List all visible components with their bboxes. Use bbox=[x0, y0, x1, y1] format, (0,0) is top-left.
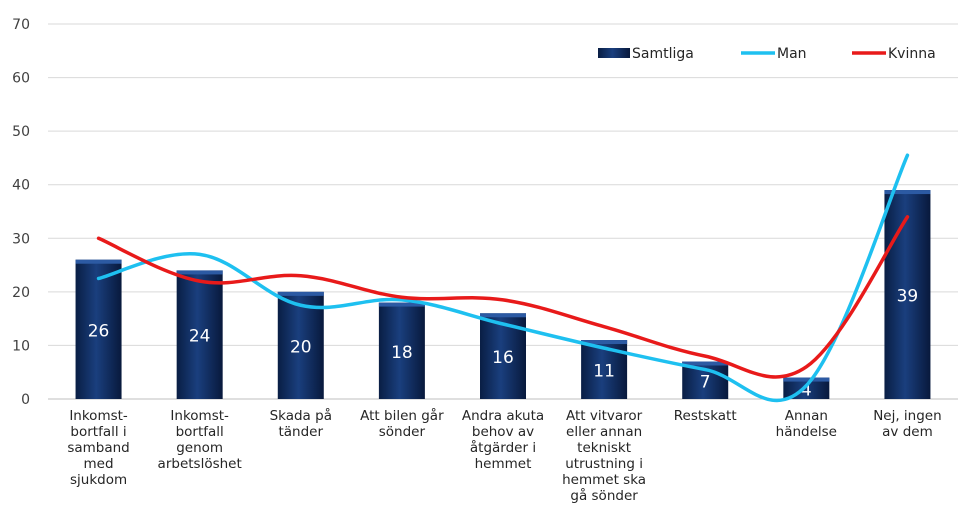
y-tick-label: 40 bbox=[12, 178, 30, 194]
y-tick-label: 10 bbox=[12, 338, 30, 354]
bar-data-label: 39 bbox=[897, 287, 919, 307]
y-tick-label: 70 bbox=[12, 17, 30, 33]
bar-series bbox=[75, 190, 931, 399]
x-category-label-line: sjukdom bbox=[70, 472, 127, 488]
bar-data-label: 26 bbox=[88, 321, 110, 341]
bar-top-highlight bbox=[176, 270, 223, 275]
x-category-label: Att vitvaror eller annan tekniskt utrustnin… bbox=[562, 408, 646, 504]
x-category-label-line: bortfall i bbox=[70, 424, 126, 440]
x-category-label-line: hemmet bbox=[475, 456, 532, 472]
bar-data-label: 18 bbox=[391, 343, 413, 363]
x-category-label-line: genom bbox=[176, 440, 223, 456]
y-tick-label: 0 bbox=[21, 392, 30, 408]
x-category-label-line: Att vitvaror bbox=[566, 408, 643, 424]
x-category-label: Inkomst-bortfall i samband med sjukdom bbox=[67, 408, 129, 488]
x-category-label-line: arbetslöshet bbox=[158, 456, 242, 472]
x-category-label: Nej, ingen av dem bbox=[873, 408, 941, 440]
bar bbox=[277, 291, 324, 399]
bar-top-highlight bbox=[378, 302, 425, 307]
y-tick-label: 30 bbox=[12, 231, 30, 247]
x-axis-category-labels: Inkomst-bortfall i samband med sjukdomInkom… bbox=[67, 407, 941, 504]
bar-data-label: 16 bbox=[492, 348, 514, 368]
y-tick-label: 50 bbox=[12, 124, 30, 140]
x-category-label-line: Restskatt bbox=[674, 408, 737, 424]
bar-top-highlight bbox=[480, 313, 526, 318]
bar-top-highlight bbox=[783, 377, 830, 382]
series-line-man bbox=[96, 153, 910, 403]
bar bbox=[884, 190, 931, 399]
line-series bbox=[96, 153, 910, 403]
x-category-label: Andra akuta behov av åtgärder i hemmet bbox=[462, 408, 544, 472]
x-category-label: Att bilen går sönder bbox=[360, 407, 444, 440]
x-category-label-line: med bbox=[84, 456, 114, 472]
x-category-label-line: tänder bbox=[278, 424, 323, 440]
x-category-label-line: gå sönder bbox=[570, 487, 638, 504]
bar-data-labels: 26 24 20 18 16 11 7 4 39 bbox=[88, 287, 919, 401]
x-category-label-line: behov av bbox=[472, 424, 534, 440]
bar-data-label: 24 bbox=[189, 327, 211, 347]
legend-label: Man bbox=[777, 46, 807, 62]
x-category-label-line: samband bbox=[67, 440, 129, 456]
bar bbox=[75, 259, 122, 399]
legend-label: Samtliga bbox=[632, 46, 694, 62]
legend-label: Kvinna bbox=[888, 46, 936, 62]
series-line-kvinna bbox=[96, 215, 910, 379]
x-category-label-line: tekniskt bbox=[577, 440, 631, 456]
y-tick-label: 20 bbox=[12, 285, 30, 301]
x-category-label: Restskatt bbox=[674, 408, 737, 424]
bar-top-highlight bbox=[75, 259, 122, 264]
bar-top-highlight bbox=[884, 190, 931, 195]
x-category-label-line: åtgärder i bbox=[470, 439, 536, 456]
x-category-label: Annan händelse bbox=[776, 408, 837, 440]
x-category-label-line: Skada på bbox=[270, 407, 332, 424]
legend-swatch-samtliga bbox=[598, 48, 630, 58]
x-category-label-line: Annan bbox=[785, 408, 828, 424]
bar-data-label: 20 bbox=[290, 337, 312, 357]
bar bbox=[378, 302, 425, 399]
bar-top-highlight bbox=[277, 291, 324, 296]
x-category-label-line: eller annan bbox=[566, 424, 642, 440]
bar-top-highlight bbox=[581, 340, 628, 345]
legend: Samtliga Man Kvinna bbox=[598, 46, 936, 62]
bar-data-label: 4 bbox=[801, 380, 812, 400]
x-category-label-line: händelse bbox=[776, 424, 837, 440]
x-category-label-line: Att bilen går bbox=[360, 407, 444, 424]
x-category-label-line: Inkomst- bbox=[170, 408, 229, 424]
x-category-label-line: Andra akuta bbox=[462, 408, 544, 424]
bar-data-label: 7 bbox=[700, 372, 711, 392]
y-tick-label: 60 bbox=[12, 71, 30, 87]
x-category-label: Inkomst-bortfall genom arbetslöshet bbox=[158, 408, 242, 472]
x-category-label: Skada på tänder bbox=[270, 407, 332, 440]
x-category-label-line: av dem bbox=[882, 424, 933, 440]
y-axis-tick-labels: 0 10 20 30 40 50 60 70 bbox=[12, 17, 30, 408]
x-category-label-line: bortfall bbox=[176, 424, 224, 440]
x-category-label-line: utrustning i bbox=[565, 456, 643, 472]
x-category-label-line: sönder bbox=[379, 424, 426, 440]
bar-top-highlight bbox=[682, 361, 729, 366]
x-category-label-line: Inkomst- bbox=[69, 408, 128, 424]
bar-data-label: 11 bbox=[593, 362, 615, 382]
x-category-label-line: hemmet ska bbox=[562, 472, 646, 488]
x-category-label-line: Nej, ingen bbox=[873, 408, 941, 424]
bar bbox=[176, 270, 223, 399]
